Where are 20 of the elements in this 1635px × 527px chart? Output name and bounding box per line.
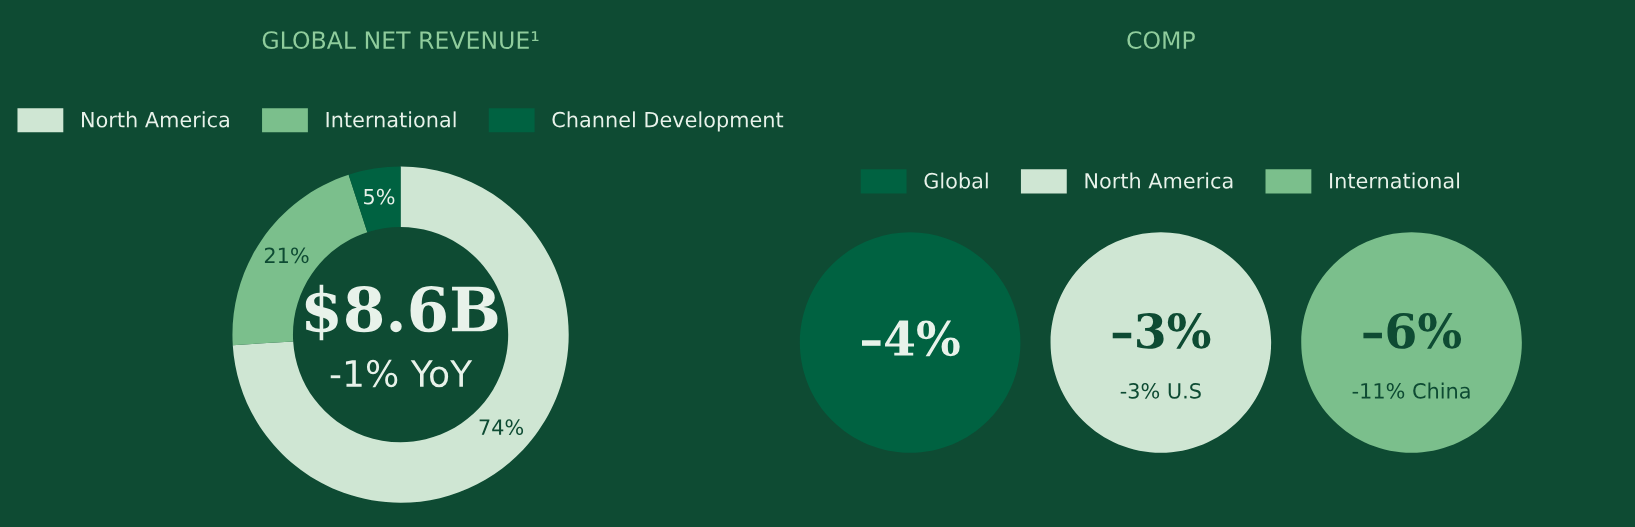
donut-slice [232, 166, 569, 503]
data-label: –4% [862, 320, 960, 357]
legend-label: North America [1085, 172, 1233, 189]
data-label: 5% [364, 188, 395, 205]
legend-label: International [1330, 172, 1460, 189]
text: $8.6B [305, 284, 498, 341]
text: -1% YoY [330, 359, 473, 388]
data-label: –6% [1363, 313, 1462, 349]
data-label: –3% [1112, 313, 1211, 349]
chart-title: GLOBAL NET REVENUE¹ [262, 31, 539, 50]
legend-label: International [326, 111, 456, 128]
data-label: 74% [479, 419, 524, 436]
data-label: 21% [264, 247, 309, 264]
text: COMP [1127, 31, 1195, 50]
legend-label: Global [924, 172, 988, 189]
legend-label: Channel Development [552, 111, 784, 132]
donut-slice [348, 166, 401, 233]
text: -11% China [1352, 382, 1470, 399]
legend-label: North America [82, 111, 229, 128]
text: -3% U.S [1120, 382, 1201, 399]
